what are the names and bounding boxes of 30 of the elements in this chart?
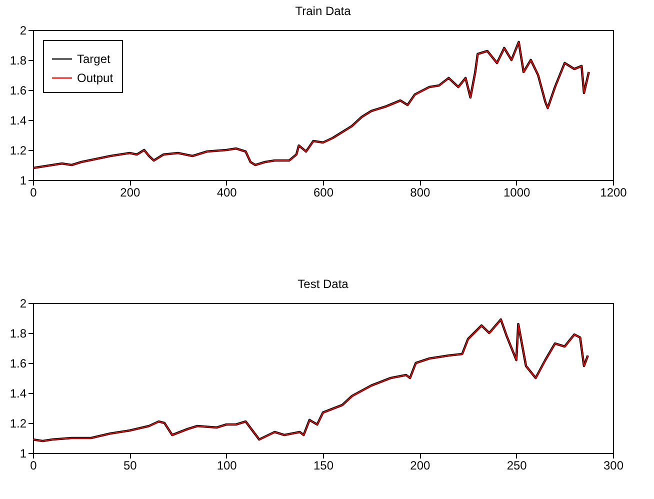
y-tick-label: 2: [20, 296, 27, 310]
x-tick-label: 200: [120, 186, 140, 200]
x-tick-label: 1000: [503, 186, 531, 200]
x-tick-label: 0: [30, 186, 38, 200]
y-tick-label: 1.4: [10, 114, 27, 128]
y-tick-label: 1.4: [10, 386, 27, 400]
y-tick-label: 2: [20, 24, 27, 38]
x-tick-label: 0: [30, 458, 38, 472]
y-tick-label: 1.2: [10, 144, 27, 158]
x-tick-label: 250: [506, 458, 528, 472]
x-tick-label: 100: [216, 458, 238, 472]
chart-title: Train Data: [295, 4, 352, 18]
y-tick-label: 1.6: [10, 84, 27, 98]
y-tick-label: 1: [20, 446, 27, 460]
x-tick-label: 1200: [600, 186, 628, 200]
x-tick-label: 50: [123, 458, 138, 472]
y-tick-label: 1.6: [10, 356, 27, 370]
y-tick-label: 1: [20, 174, 27, 188]
y-tick-label: 1.2: [10, 416, 27, 430]
y-tick-label: 1.8: [10, 54, 27, 68]
x-tick-label: 800: [410, 186, 430, 200]
x-tick-label: 600: [313, 186, 334, 200]
x-tick-label: 400: [216, 186, 238, 200]
legend-label: Output: [77, 71, 114, 85]
y-tick-label: 1.8: [10, 326, 27, 340]
x-tick-label: 300: [603, 458, 624, 472]
x-tick-label: 200: [410, 458, 430, 472]
chart-title: Test Data: [298, 277, 349, 291]
x-tick-label: 150: [313, 458, 334, 472]
legend-label: Target: [77, 52, 112, 66]
